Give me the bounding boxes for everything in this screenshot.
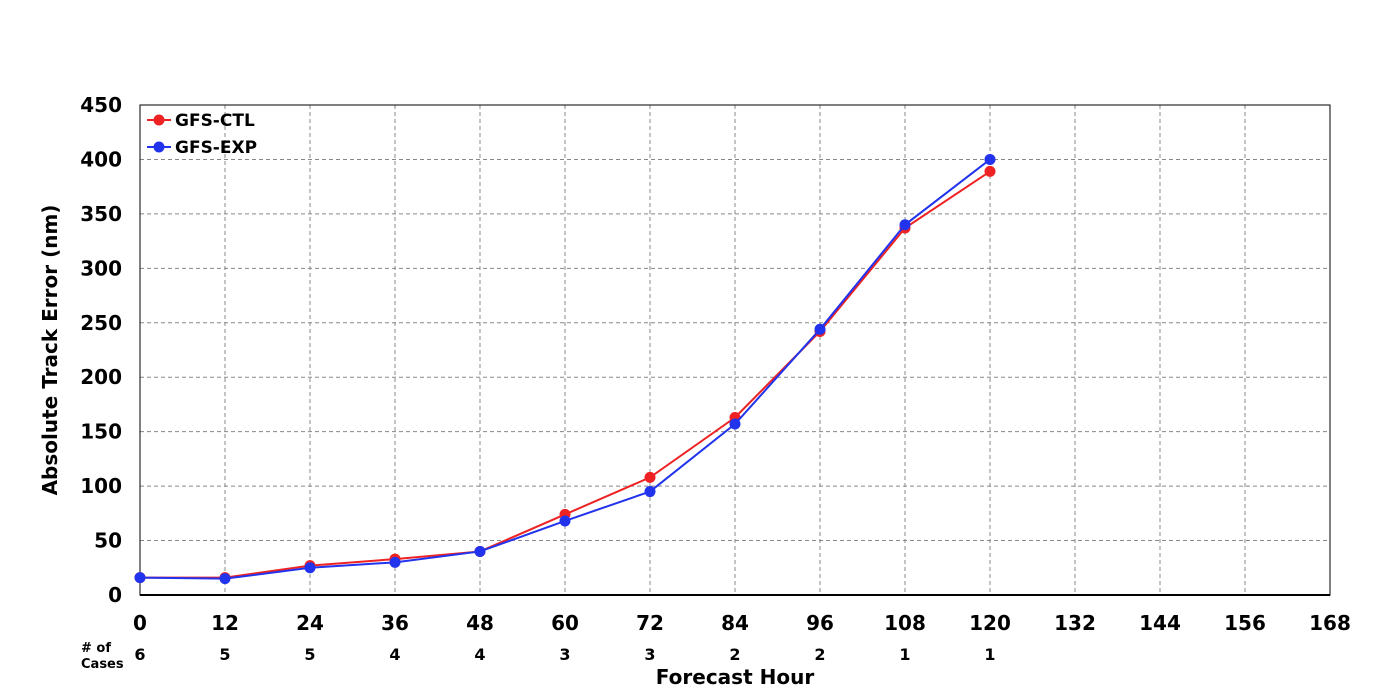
data-point <box>219 573 231 585</box>
x-tick-label: 24 <box>296 611 324 635</box>
cases-label-line2: Cases <box>81 657 124 672</box>
case-count: 1 <box>899 645 910 664</box>
x-axis-title: Forecast Hour <box>656 665 815 689</box>
data-point <box>814 323 826 335</box>
y-tick-label: 200 <box>80 365 122 389</box>
grid-lines <box>140 105 1330 595</box>
case-count: 5 <box>219 645 230 664</box>
y-tick-label: 450 <box>80 93 122 117</box>
x-tick-label: 72 <box>636 611 664 635</box>
legend-marker-exp <box>153 141 165 153</box>
data-point <box>134 572 146 584</box>
x-tick-label: 12 <box>211 611 239 635</box>
data-point <box>559 515 571 527</box>
axis-labels: 0 12 24 36 48 60 72 84 96 108 120 132 144 156 16805010… <box>80 93 1351 664</box>
case-count: 4 <box>474 645 485 664</box>
x-tick-label: 48 <box>466 611 494 635</box>
y-tick-label: 50 <box>94 529 122 553</box>
x-tick-label: 144 <box>1139 611 1181 635</box>
y-tick-label: 350 <box>80 202 122 226</box>
data-point <box>304 562 316 574</box>
y-tick-label: 300 <box>80 256 122 280</box>
case-count: 5 <box>304 645 315 664</box>
series-layer <box>134 153 996 585</box>
y-tick-label: 150 <box>80 420 122 444</box>
case-count: 3 <box>644 645 655 664</box>
case-count: 1 <box>984 645 995 664</box>
case-count: 2 <box>814 645 825 664</box>
data-point <box>729 418 741 430</box>
data-point <box>984 165 996 177</box>
series-gfs-exp <box>134 153 996 585</box>
case-count: 4 <box>389 645 400 664</box>
x-tick-label: 168 <box>1309 611 1351 635</box>
data-point <box>474 545 486 557</box>
data-point <box>644 486 656 498</box>
axes <box>139 104 1331 596</box>
y-tick-label: 100 <box>80 474 122 498</box>
data-point <box>899 219 911 231</box>
y-axis-title: Absolute Track Error (nm) <box>38 205 62 496</box>
x-tick-label: 84 <box>721 611 749 635</box>
data-point <box>984 153 996 165</box>
y-tick-label: 400 <box>80 147 122 171</box>
cases-label-line1: # of <box>81 641 111 656</box>
x-tick-label: 156 <box>1224 611 1266 635</box>
x-tick-label: 96 <box>806 611 834 635</box>
x-tick-label: 132 <box>1054 611 1096 635</box>
x-tick-label: 60 <box>551 611 579 635</box>
data-point <box>644 471 656 483</box>
case-count: 6 <box>134 645 145 664</box>
data-point <box>389 556 401 568</box>
legend-marker-ctl <box>153 114 165 126</box>
x-tick-label: 0 <box>133 611 147 635</box>
legend: GFS-CTL GFS-EXP <box>147 111 257 158</box>
y-tick-label: 250 <box>80 311 122 335</box>
legend-label-exp: GFS-EXP <box>175 138 257 158</box>
legend-label-ctl: GFS-CTL <box>175 111 255 131</box>
case-count: 3 <box>559 645 570 664</box>
x-tick-label: 120 <box>969 611 1011 635</box>
y-tick-label: 0 <box>108 583 122 607</box>
x-tick-label: 108 <box>884 611 926 635</box>
case-count: 2 <box>729 645 740 664</box>
x-tick-label: 36 <box>381 611 409 635</box>
